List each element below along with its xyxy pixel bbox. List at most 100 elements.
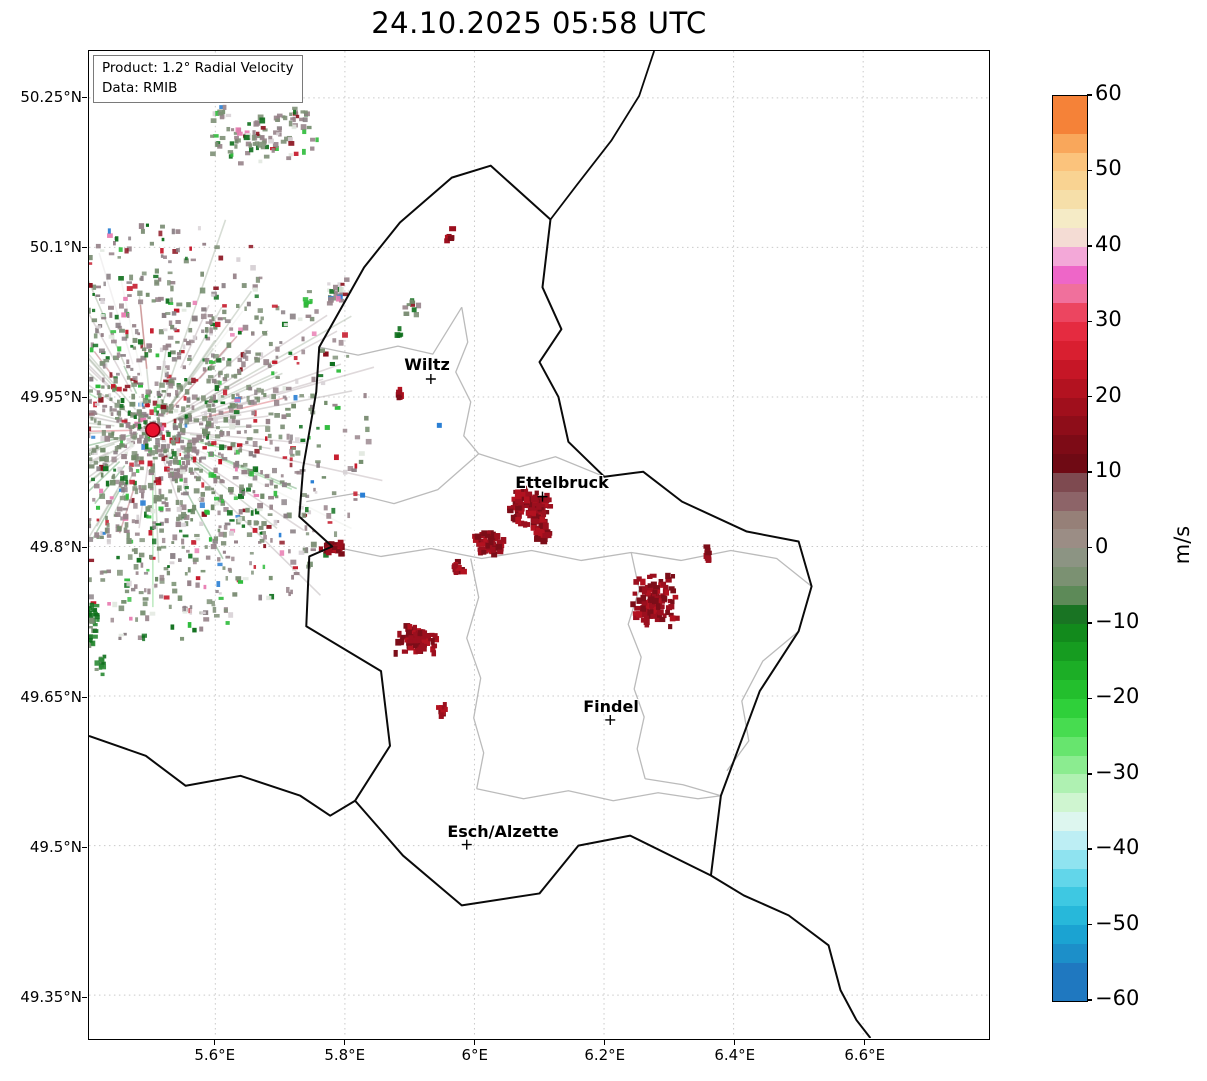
echo-pixel [120,434,126,440]
echo-pixel [175,499,179,506]
echo-pixel [116,419,120,423]
echo-pixel [347,512,351,519]
echo-pixel [141,393,144,398]
echo-pixel [210,544,217,550]
echo-pixel [268,575,273,581]
echo-pixel [284,397,288,401]
echo-pixel [406,639,413,644]
echo-pixel [263,544,267,549]
echo-pixel [256,396,261,403]
echo-pixel [144,448,150,452]
echo-pixel [238,509,243,515]
echo-pixel [249,399,255,405]
colorbar-segment [1053,812,1087,831]
grid-line [89,451,109,464]
echo-pixel [99,535,104,540]
echo-pixel [137,290,143,296]
echo-pixel [212,606,217,613]
echo-pixel [116,555,120,560]
echo-pixel [538,503,545,511]
echo-pixel [302,117,308,123]
echo-pixel [144,394,149,401]
echo-pixel [252,527,258,533]
echo-pixel [164,518,169,524]
echo-pixel [181,545,185,549]
echo-pixel [128,465,132,470]
echo-pixel [206,434,209,440]
echo-pixel [222,357,225,361]
echo-pixel [313,487,316,492]
colorbar-tick-mark [1087,169,1092,172]
echo-pixel [340,282,345,286]
echo-pixel [89,389,93,393]
echo-pixel [413,312,419,318]
city-plus-marker [461,839,472,850]
echo-pixel [141,347,147,352]
echo-pixel [96,618,100,622]
echo-pixel [524,489,529,495]
echo-pixel [483,536,488,542]
echo-pixel [252,287,258,292]
echo-pixel [194,533,200,538]
echo-pixel [449,226,457,232]
echo-pixel [236,443,243,448]
echo-pixel [131,548,135,552]
echo-pixel [118,276,124,281]
echo-pixel [658,578,664,584]
echo-pixel [189,605,193,610]
echo-pixel [307,510,312,515]
echo-pixel [306,290,312,294]
echo-pixel [326,301,333,306]
echo-pixel [288,591,291,597]
echo-pixel [131,519,135,524]
echo-pixel [244,306,247,312]
echo-pixel [149,486,154,491]
echo-pixel [246,395,250,402]
echo-pixel [99,464,104,471]
echo-pixel [541,502,548,507]
y-tick-mark [82,846,87,848]
echo-pixel [222,104,227,110]
echo-pixel [541,510,547,518]
echo-pixel [272,360,278,364]
echo-pixel [240,352,245,358]
echo-pixel [224,522,231,526]
echo-pixel [128,499,134,504]
echo-pixel [156,546,162,551]
echo-pixel [257,308,263,313]
echo-pixel [182,344,186,350]
echo-pixel [202,367,207,372]
echo-pixel [192,560,197,565]
echo-pixel [167,455,174,459]
echo-pixel [279,480,285,484]
echo-pixel [237,516,243,523]
echo-pixel [314,490,318,494]
echo-pixel [200,491,206,497]
grid-line [89,312,133,393]
echo-pixel [228,612,234,618]
echo-pixel [276,113,283,118]
echo-pixel [261,521,267,527]
echo-pixel [100,314,105,318]
echo-pixel [115,512,121,517]
echo-pixel [104,527,108,534]
echo-pixel [253,520,259,526]
echo-pixel [184,572,188,576]
echo-pixel [228,486,234,493]
echo-pixel [396,389,403,396]
echo-pixel [204,357,210,362]
echo-pixel [241,361,246,368]
echo-pixel [183,514,190,520]
echo-pixel [333,290,339,294]
echo-pixel [105,394,109,398]
echo-pixel [234,398,241,403]
echo-pixel [254,315,259,320]
colorbar-segment [1053,152,1087,172]
echo-pixel [145,443,149,450]
city-label: Ettelbruck [515,473,609,492]
echo-pixel [168,260,172,264]
echo-pixel [161,501,166,505]
echo-pixel [150,463,155,470]
echo-pixel [199,497,205,502]
echo-pixel [242,324,249,331]
